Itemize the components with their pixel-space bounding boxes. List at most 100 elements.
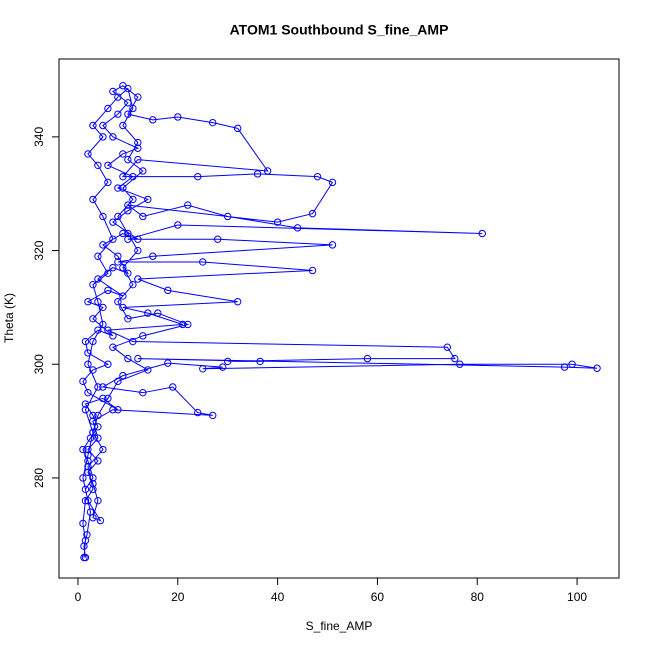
data-point <box>89 514 97 522</box>
data-point <box>79 377 87 386</box>
data-point <box>124 201 132 209</box>
data-point <box>124 315 132 323</box>
data-point <box>81 496 90 505</box>
data-point <box>129 172 137 181</box>
data-point <box>114 110 122 118</box>
data-point <box>139 212 147 221</box>
chart-title: ATOM1 Southbound S_fine_AMP <box>230 22 449 38</box>
x-axis-label: S_fine_AMP <box>306 619 373 633</box>
data-point <box>124 84 132 93</box>
data-point <box>104 360 112 368</box>
data-point <box>104 161 112 170</box>
data-point <box>144 309 152 317</box>
data-point <box>99 303 107 312</box>
data-point <box>568 360 576 368</box>
data-point <box>199 258 207 266</box>
data-point <box>81 485 90 494</box>
data-point <box>129 195 137 204</box>
data-point <box>308 209 317 218</box>
data-point <box>214 235 222 243</box>
data-point <box>114 93 122 101</box>
data-point <box>84 388 92 397</box>
data-point <box>119 150 127 158</box>
data-point <box>84 360 92 368</box>
data-point <box>233 298 242 306</box>
data-point <box>223 212 232 221</box>
data-point <box>363 354 372 363</box>
data-point <box>478 229 486 238</box>
data-point <box>328 241 337 249</box>
data-point <box>94 383 102 391</box>
data-point <box>109 332 117 340</box>
data-point <box>154 309 162 317</box>
data-point <box>89 366 97 374</box>
data-point <box>149 252 157 260</box>
data-point <box>119 172 127 181</box>
data-point <box>84 462 92 471</box>
data-point <box>94 161 102 170</box>
data-point <box>89 411 97 420</box>
data-point <box>456 360 464 368</box>
data-point <box>89 428 97 437</box>
data-point <box>233 124 242 133</box>
data-point <box>84 451 92 459</box>
data-point <box>81 406 90 414</box>
data-point <box>119 303 127 312</box>
data-point <box>109 343 117 351</box>
data-point <box>84 349 92 357</box>
data-point <box>96 516 105 525</box>
data-point <box>273 218 282 226</box>
data-point <box>129 337 137 346</box>
data-point <box>109 263 117 272</box>
x-tick-label: 100 <box>567 590 587 604</box>
x-tick-label: 20 <box>171 590 185 604</box>
data-point <box>80 553 88 562</box>
data-point <box>184 201 192 209</box>
data-point <box>164 359 172 367</box>
data-point <box>124 110 132 118</box>
x-tick-label: 80 <box>471 590 485 604</box>
data-point <box>89 417 97 425</box>
data-point <box>99 241 107 249</box>
data-point <box>124 235 132 243</box>
data-point <box>134 93 142 101</box>
data-point <box>223 357 232 366</box>
data-point <box>109 235 117 243</box>
plot-frame <box>58 58 620 579</box>
y-tick-label: 280 <box>32 468 46 488</box>
data-point <box>99 445 107 454</box>
data-point <box>134 246 142 255</box>
data-point <box>79 445 87 454</box>
data-point <box>89 337 97 346</box>
data-point <box>139 388 147 397</box>
data-point <box>263 167 272 175</box>
data-point <box>124 155 132 164</box>
data-point <box>134 155 142 164</box>
data-point <box>144 195 152 204</box>
data-point <box>209 118 217 127</box>
data-point <box>114 252 122 260</box>
data-point <box>109 406 117 414</box>
data-point <box>84 496 92 505</box>
data-point <box>94 457 102 465</box>
data-point <box>89 121 97 130</box>
data-point <box>109 218 117 226</box>
data-point <box>94 423 102 431</box>
data-point <box>134 144 142 152</box>
data-point <box>134 275 142 283</box>
y-tick-label: 300 <box>32 354 46 374</box>
data-point <box>194 172 202 181</box>
data-point <box>124 354 132 363</box>
data-point <box>119 292 127 300</box>
data-point <box>119 229 127 238</box>
data-point <box>94 434 102 442</box>
data-point <box>99 383 107 391</box>
data-point <box>99 133 107 141</box>
data-point <box>129 104 137 113</box>
data-point <box>94 252 102 260</box>
data-point <box>313 172 322 181</box>
data-point <box>293 224 302 232</box>
data-point <box>99 320 107 329</box>
data-point <box>114 406 122 414</box>
